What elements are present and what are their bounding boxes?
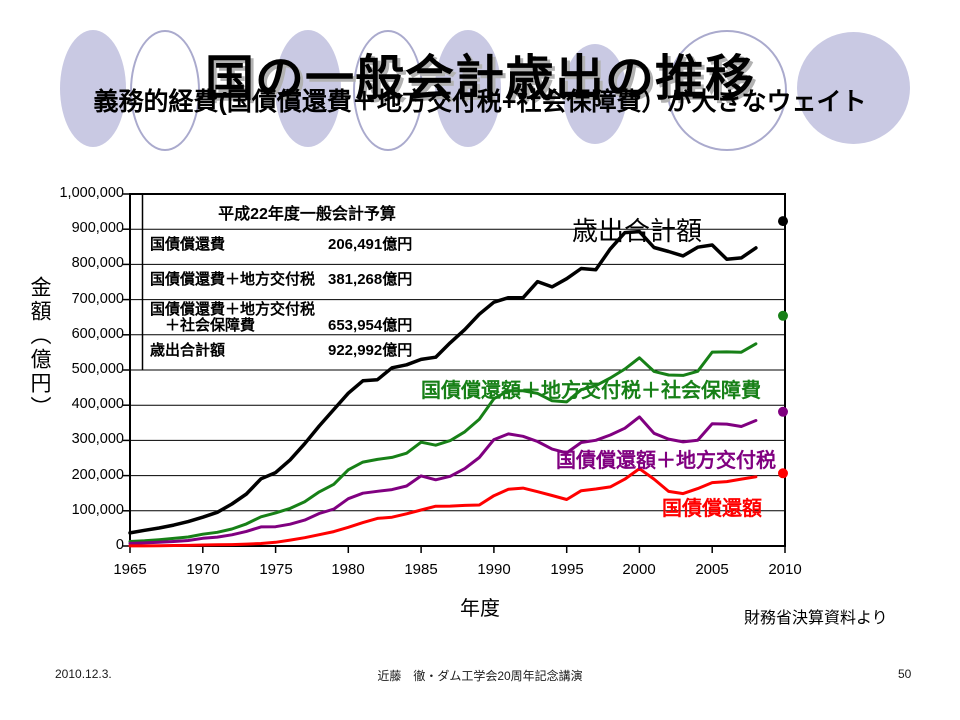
decor-ellipse-5 [435,30,501,147]
x-tick-label: 1975 [259,561,293,578]
x-tick-label: 1995 [550,561,584,578]
y-tick-label: 500,000 [71,361,124,377]
series-label-debt: 国債償還額 [662,498,762,520]
footer-credit: 近藤 徹・ダム工学会20周年記念講演 [377,669,583,683]
y-tick-label: 700,000 [71,291,124,307]
budget-row-value: 206,491億円 [328,236,413,253]
decor-ellipse-2 [130,30,200,151]
y-tick-label: 200,000 [71,467,124,483]
decor-ellipse-1 [60,30,126,147]
series-label-total: 歳出合計額 [572,216,703,246]
x-tick-label: 1980 [331,561,365,578]
y-tick-label: 400,000 [71,396,124,412]
subtitle: 義務的経費(国債償還費＋地方交付税+社会保障費）が大きなウェイト [93,88,867,116]
series-line-0 [128,229,758,535]
budget-2010-dots [778,216,788,479]
budget-row-label: 歳出合計額 [150,342,226,359]
series-line-3 [128,467,758,548]
x-tick-label: 1985 [404,561,438,578]
y-tick-label: 900,000 [71,220,124,236]
budget-row-label: 国債償還費＋地方交付税 [150,271,316,288]
footer-date: 2010.12.3. [55,667,112,681]
y-tick-label: 300,000 [71,431,124,447]
budget-table-title: 平成22年度一般会計予算 [218,206,396,223]
y-axis-title: 金額（億円） [28,276,51,420]
series-label-debt-lat-social: 国債償還額＋地方交付税＋社会保障費 [421,380,761,402]
x-tick-label: 2000 [622,561,656,578]
budget-row-label: 国債償還費＋地方交付税 [150,301,316,318]
footer-page-number: 50 [898,667,912,681]
budget-row-label-line2: ＋社会保障費 [150,317,256,334]
series-line-1 [128,342,758,543]
series-lines [128,229,758,548]
budget-row-value: 922,992億円 [328,342,413,359]
decor-ellipse-6 [563,44,627,144]
x-axis-title: 年度 [460,598,500,620]
x-axis-ticks [129,546,786,553]
source-note: 財務省決算資料より [744,610,888,627]
decor-circle-8 [797,32,910,144]
budget-row-value: 381,268億円 [328,271,413,288]
budget-point [778,406,788,417]
y-tick-label: 600,000 [71,326,124,342]
decor-ellipse-4 [353,30,423,151]
y-axis-ticks [123,193,130,547]
y-tick-label: 0 [115,537,124,553]
x-tick-label: 1965 [113,561,147,578]
x-tick-label: 1970 [186,561,220,578]
y-tick-label: 800,000 [71,255,124,271]
series-label-debt-lat: 国債償還額＋地方交付税 [556,450,776,472]
y-tick-label: 1,000,000 [59,185,124,201]
page-title: 国の一般会計歳出の推移 [204,51,755,106]
series-line-2 [128,415,758,545]
x-tick-label: 2005 [695,561,729,578]
budget-point [778,468,788,479]
budget-point [778,310,788,321]
budget-point [778,216,788,227]
decor-ellipse-3 [275,30,341,147]
x-tick-label: 1990 [477,561,511,578]
y-tick-label: 100,000 [71,502,124,518]
decor-circle-7 [667,30,787,151]
budget-row-label: 国債償還費 [150,236,226,253]
budget-row-value: 653,954億円 [328,317,413,334]
x-tick-label: 2010 [768,561,802,578]
